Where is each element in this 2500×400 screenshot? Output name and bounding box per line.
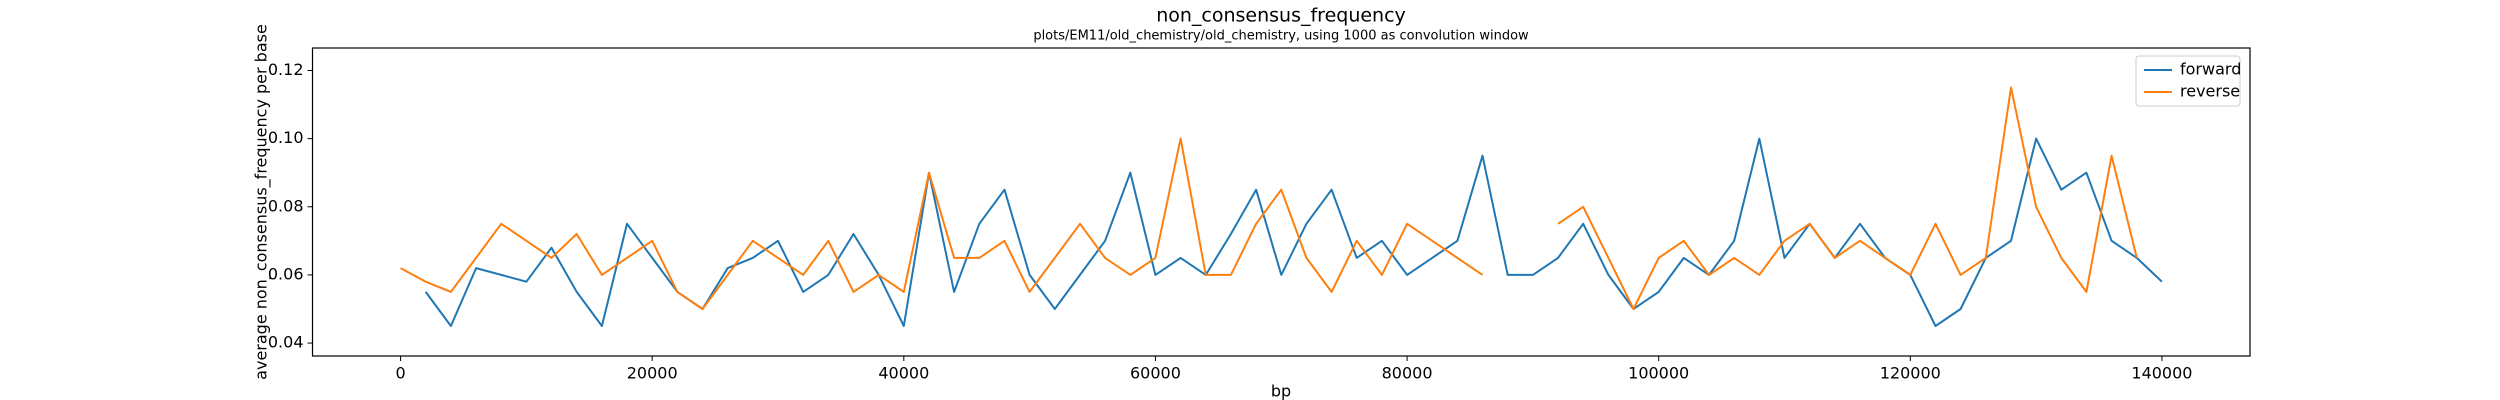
x-tick-label: 80000 — [1382, 364, 1433, 383]
x-axis-label: bp — [1271, 382, 1291, 400]
x-tick-label: 140000 — [2131, 364, 2192, 383]
y-tick-label: 0.12 — [268, 60, 304, 79]
y-tick-label: 0.04 — [268, 333, 304, 352]
legend-label: forward — [2180, 60, 2241, 79]
y-tick-label: 0.08 — [268, 196, 304, 215]
legend-label: reverse — [2180, 82, 2240, 101]
x-tick-label: 120000 — [1880, 364, 1941, 383]
chart-title: non_consensus_frequency — [1156, 5, 1406, 27]
legend-box — [2135, 55, 2241, 107]
y-axis-label: average non_consensus_frequency per base — [252, 24, 272, 380]
series-line — [424, 137, 2163, 327]
y-tick-label: 0.06 — [268, 264, 304, 283]
x-tick-label: 40000 — [878, 364, 929, 383]
x-tick-label: 20000 — [627, 364, 678, 383]
x-tick-label: 60000 — [1130, 364, 1181, 383]
plot-frame — [311, 47, 2251, 357]
series-line — [400, 86, 2138, 310]
chart-subtitle: plots/EM11/old_chemistry/old_chemistry, … — [1033, 29, 1529, 44]
x-tick-label: 0 — [395, 364, 405, 383]
y-tick-label: 0.10 — [268, 128, 304, 147]
x-tick-label: 100000 — [1628, 364, 1689, 383]
